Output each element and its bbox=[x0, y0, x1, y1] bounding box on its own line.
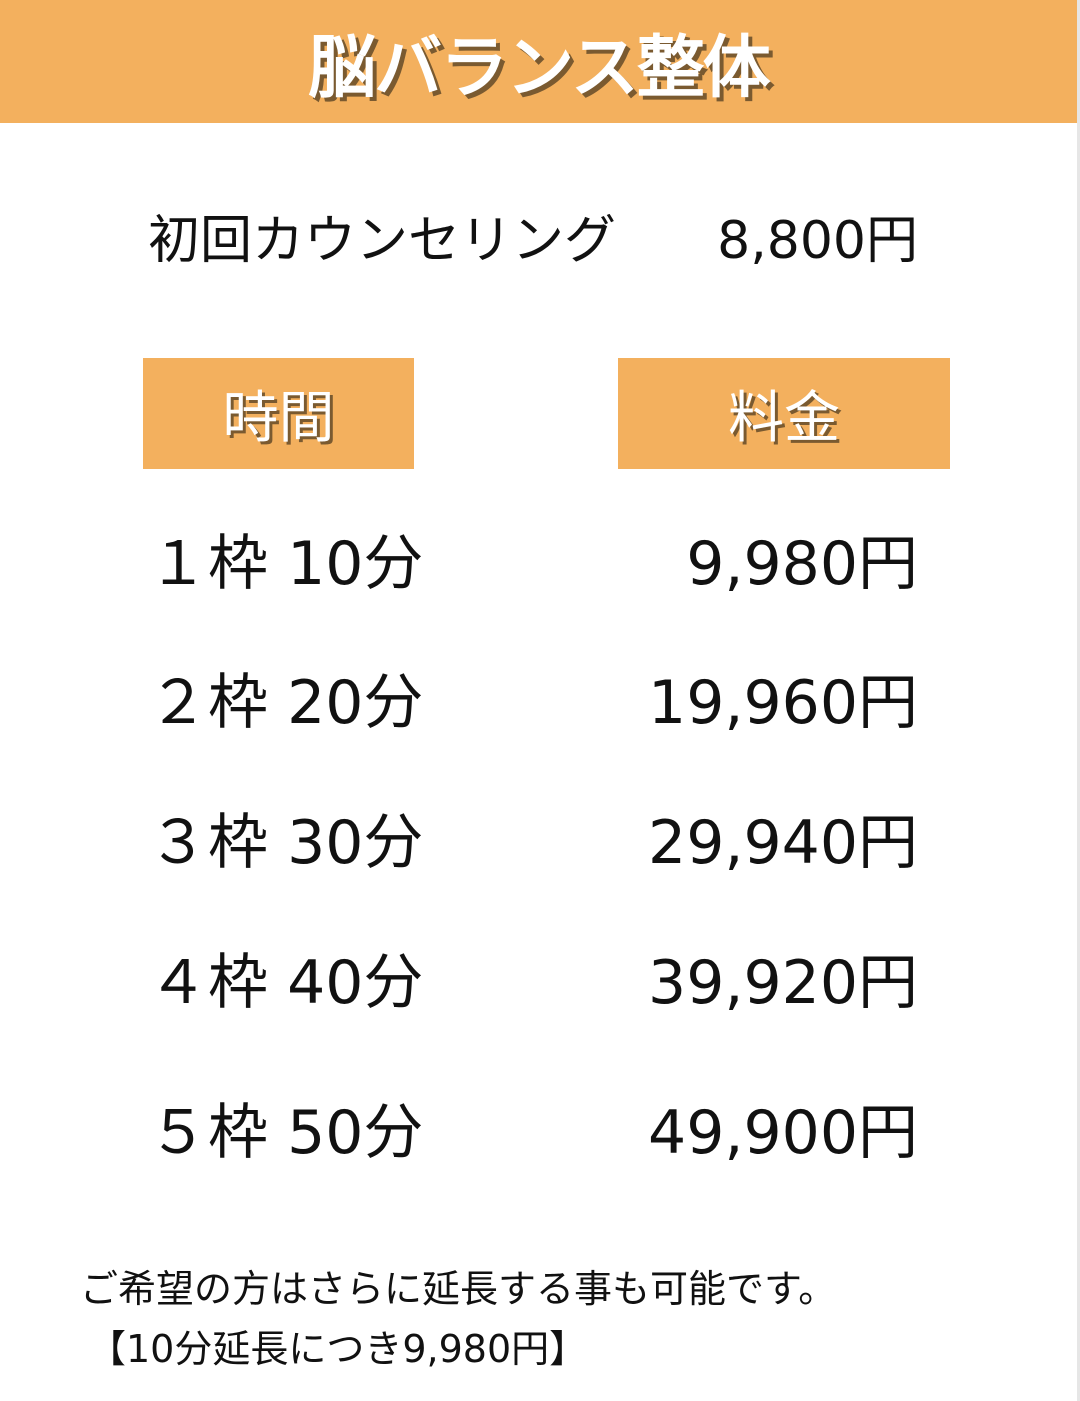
price-cell: 9,980円 bbox=[686, 528, 918, 599]
table-row: ５枠 50分 49,900円 bbox=[148, 1087, 918, 1168]
time-cell: １枠 10分 bbox=[148, 528, 424, 599]
extension-note: ご希望の方はさらに延長する事も可能です。 bbox=[80, 1267, 837, 1311]
table-row: １枠 10分 9,980円 bbox=[148, 518, 918, 599]
page-title: 脳バランス整体 bbox=[308, 29, 771, 108]
table-row: ４枠 40分 39,920円 bbox=[148, 937, 918, 1018]
header-time-label: 時間 bbox=[222, 386, 335, 451]
price-cell: 39,920円 bbox=[648, 947, 918, 1018]
time-cell: ５枠 50分 bbox=[148, 1097, 424, 1168]
header-price: 料金 bbox=[618, 358, 950, 469]
price-cell: 29,940円 bbox=[648, 807, 918, 878]
scrollbar-edge bbox=[1077, 0, 1080, 1401]
table-row: ２枠 20分 19,960円 bbox=[148, 657, 918, 738]
price-cell: 19,960円 bbox=[648, 667, 918, 738]
time-cell: ４枠 40分 bbox=[148, 947, 424, 1018]
page-header: 脳バランス整体 bbox=[0, 0, 1077, 123]
time-cell: ２枠 20分 bbox=[148, 667, 424, 738]
price-cell: 49,900円 bbox=[648, 1097, 918, 1168]
table-row: ３枠 30分 29,940円 bbox=[148, 797, 918, 878]
counseling-price: 8,800円 bbox=[717, 210, 918, 271]
header-time: 時間 bbox=[143, 358, 414, 469]
counseling-row: 初回カウンセリング 8,800円 bbox=[148, 200, 918, 271]
header-price-label: 料金 bbox=[728, 386, 840, 451]
time-cell: ３枠 30分 bbox=[148, 807, 424, 878]
counseling-label: 初回カウンセリング bbox=[148, 210, 617, 271]
extension-price-note: 【10分延長につき9,980円】 bbox=[88, 1327, 588, 1371]
